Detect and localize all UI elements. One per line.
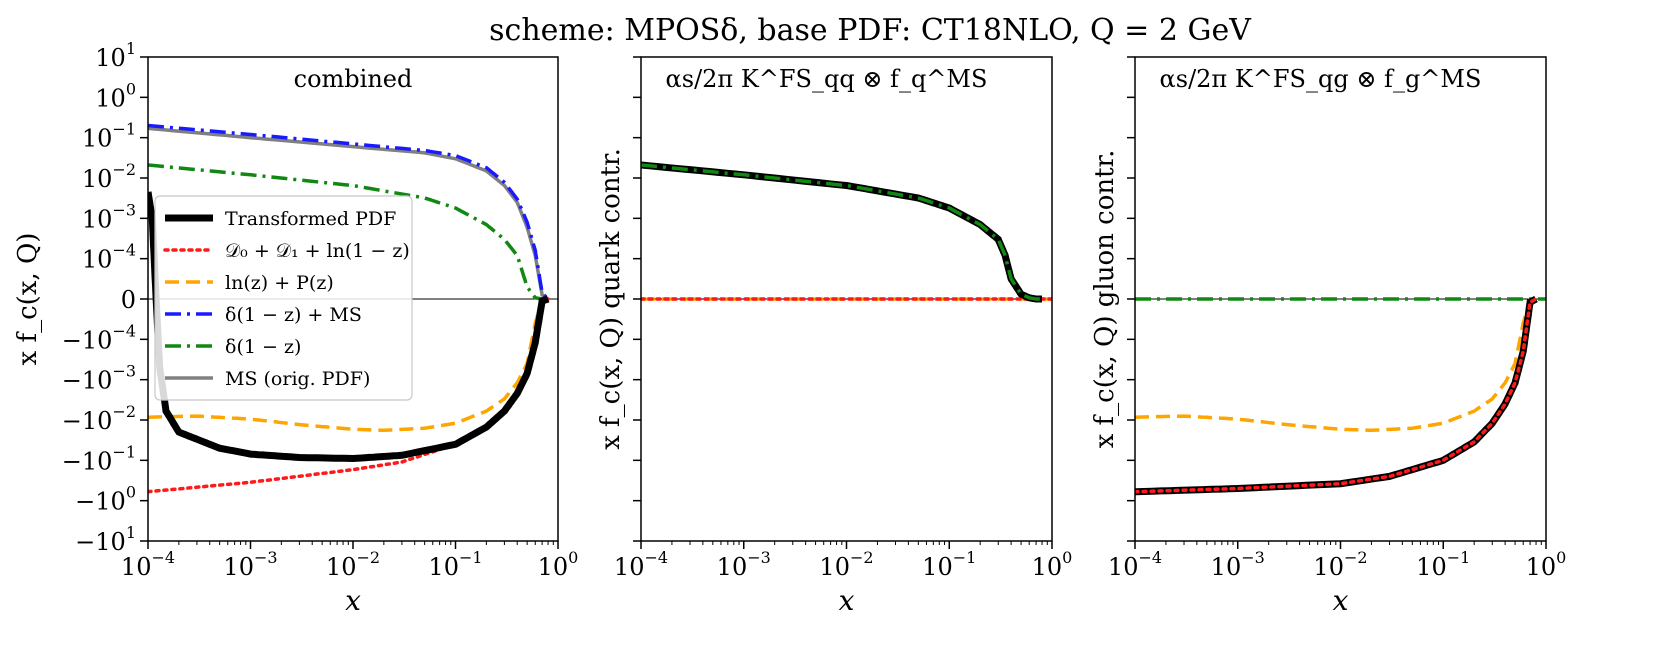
legend-box <box>154 195 413 401</box>
x-axis-label: x <box>345 584 361 617</box>
series-lnz <box>1135 298 1532 433</box>
x-tick-label: 10−4 <box>614 548 668 581</box>
legend-label-transformed: Transformed PDF <box>225 208 396 230</box>
legend-label-delta: δ(1 − z) <box>225 336 301 358</box>
legend-label-ms: MS (orig. PDF) <box>225 368 370 390</box>
x-tick-label: 10−1 <box>1416 548 1470 581</box>
x-tick-label: 10−2 <box>1313 548 1367 581</box>
y-tick-label: −10−1 <box>62 442 136 475</box>
legend-label-lnz: ln(z) + P(z) <box>225 272 334 294</box>
series-transformed <box>1135 295 1538 496</box>
panel-annotation: αs/2π K^FS_qg ⊗ f_g^MS <box>1160 65 1482 93</box>
panel-gluon: 10−4 10−3 10−2 10−1 100 x x f_c(x, Q) gluon co… <box>1090 56 1567 617</box>
y-tick-label: 100 <box>95 79 136 112</box>
x-tick-label: 100 <box>1526 548 1567 581</box>
y-axis-label: x f_c(x, Q) quark contr. <box>596 148 626 450</box>
x-tick-label: 10−1 <box>922 548 976 581</box>
y-tick-label: −10−3 <box>62 362 136 395</box>
y-tick-label: 10−4 <box>82 241 136 274</box>
x-tick-label: 100 <box>1032 548 1073 581</box>
legend: Transformed PDF 𝒟₀ + 𝒟₁ + ln(1 − z) ln(z) … <box>154 195 413 401</box>
series-delta <box>641 163 1042 301</box>
series-ms <box>148 126 550 301</box>
y-tick-label: 101 <box>95 39 136 72</box>
legend-label-d0d1: 𝒟₀ + 𝒟₁ + ln(1 − z) <box>225 240 410 262</box>
series-d0d1 <box>1135 297 1538 494</box>
x-tick-label: 10−1 <box>428 548 482 581</box>
x-tick-label: 10−4 <box>121 548 175 581</box>
panel-quark: 10−4 10−3 10−2 10−1 100 x x f_c(x, Q) quark co… <box>596 56 1073 617</box>
x-tick-label: 10−3 <box>717 548 771 581</box>
panel-annotation: αs/2π K^FS_qq ⊗ f_q^MS <box>666 65 988 93</box>
y-tick-label: −100 <box>75 483 136 516</box>
legend-label-delta_ms: δ(1 − z) + MS <box>225 304 362 326</box>
y-axis-label: x f_c(x, Q) gluon contr. <box>1090 150 1120 449</box>
y-tick-label: −10−4 <box>62 321 136 354</box>
series-group <box>641 161 1052 303</box>
series-delta <box>148 163 543 301</box>
y-tick-label: 10−2 <box>82 160 136 193</box>
series-group <box>1135 295 1546 496</box>
series-delta_ms <box>148 123 550 301</box>
y-tick-label: −101 <box>75 523 136 556</box>
x-tick-label: 100 <box>538 548 579 581</box>
y-tick-label: 10−3 <box>82 200 136 233</box>
panel-annotation: combined <box>294 65 413 93</box>
y-tick-label: −10−2 <box>62 402 136 435</box>
x-tick-label: 10−2 <box>326 548 380 581</box>
x-tick-label: 10−2 <box>819 548 873 581</box>
figure-title: scheme: MPOSδ, base PDF: CT18NLO, Q = 2 … <box>489 13 1252 48</box>
x-tick-label: 10−3 <box>223 548 277 581</box>
y-tick-label: 0 <box>121 286 136 314</box>
x-axis-label: x <box>839 584 855 617</box>
y-axis-label: x f_c(x, Q) <box>13 233 43 366</box>
y-tick-label: 10−1 <box>82 120 136 153</box>
x-axis-label: x <box>1333 584 1349 617</box>
x-tick-label: 10−3 <box>1211 548 1265 581</box>
x-tick-label: 10−4 <box>1108 548 1162 581</box>
